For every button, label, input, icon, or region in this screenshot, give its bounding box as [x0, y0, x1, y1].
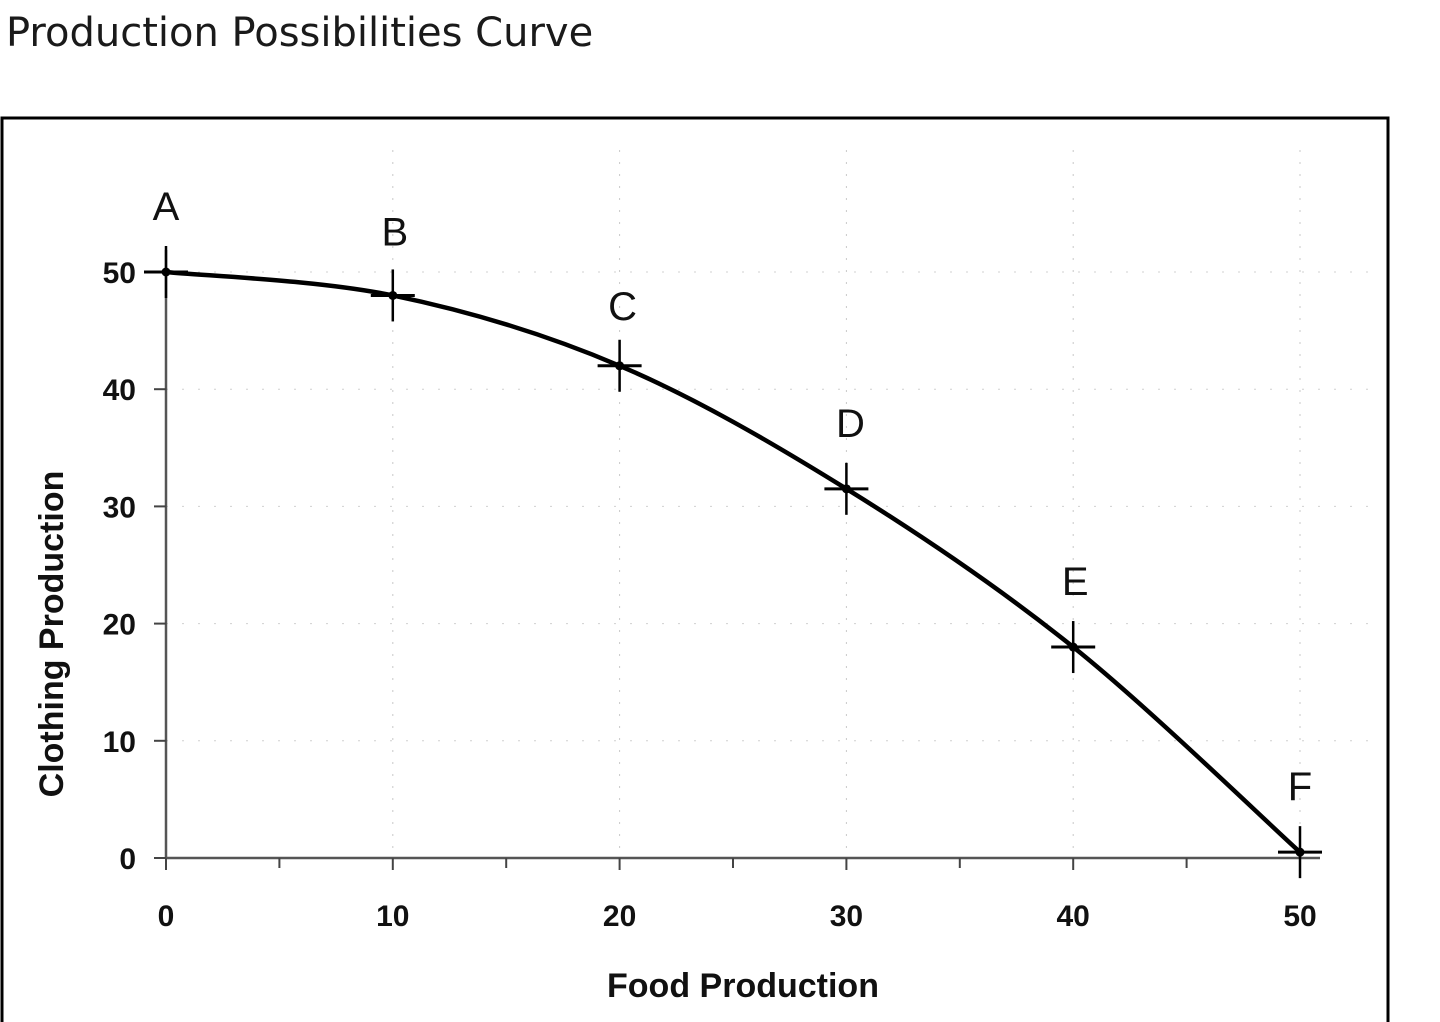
marker-dot: [161, 267, 171, 277]
x-tick-label: 10: [376, 900, 409, 933]
point-label-f: F: [1288, 765, 1312, 809]
point-label-a: A: [153, 185, 180, 229]
point-label-b: B: [381, 210, 408, 254]
y-axis-title: Clothing Production: [33, 471, 71, 798]
marker-dot: [1295, 847, 1305, 857]
chart-gridlines: [166, 150, 1370, 858]
y-tick-label: 20: [103, 609, 136, 642]
x-axis-title: Food Production: [607, 967, 879, 1005]
chart-series: [144, 246, 1322, 879]
point-marker-c: [597, 339, 642, 392]
x-tick-label: 30: [830, 900, 863, 933]
marker-dot: [388, 290, 398, 300]
point-label-d: D: [836, 402, 865, 446]
marker-dot: [841, 484, 851, 494]
chart-labels: A B C D E F: [153, 185, 1313, 809]
chart-axes: 0 10 20 30 40 50 0 10 20 30 40 50 Food Production Clo…: [33, 250, 1320, 1005]
marker-dot: [615, 361, 625, 371]
x-tick-label: 50: [1283, 900, 1316, 933]
point-label-c: C: [608, 285, 637, 329]
y-tick-label: 10: [103, 726, 136, 759]
point-marker-d: [824, 462, 869, 515]
x-tick-label: 40: [1057, 900, 1090, 933]
point-marker-a: [144, 246, 188, 298]
x-tick-label: 0: [158, 900, 175, 933]
point-label-e: E: [1062, 560, 1089, 604]
point-marker-b: [370, 269, 415, 322]
marker-dot: [1068, 642, 1078, 652]
x-tick-label: 20: [603, 900, 636, 933]
point-marker-e: [1051, 621, 1096, 674]
y-tick-label: 0: [119, 843, 136, 876]
chart-frame: [0, 116, 1390, 1022]
page-title: Production Possibilities Curve: [6, 10, 594, 56]
y-tick-label: 40: [103, 374, 136, 407]
point-marker-f: [1278, 826, 1322, 879]
y-tick-label: 50: [103, 257, 136, 290]
ppc-curve-line: [165, 269, 1302, 854]
y-tick-label: 30: [103, 491, 136, 524]
